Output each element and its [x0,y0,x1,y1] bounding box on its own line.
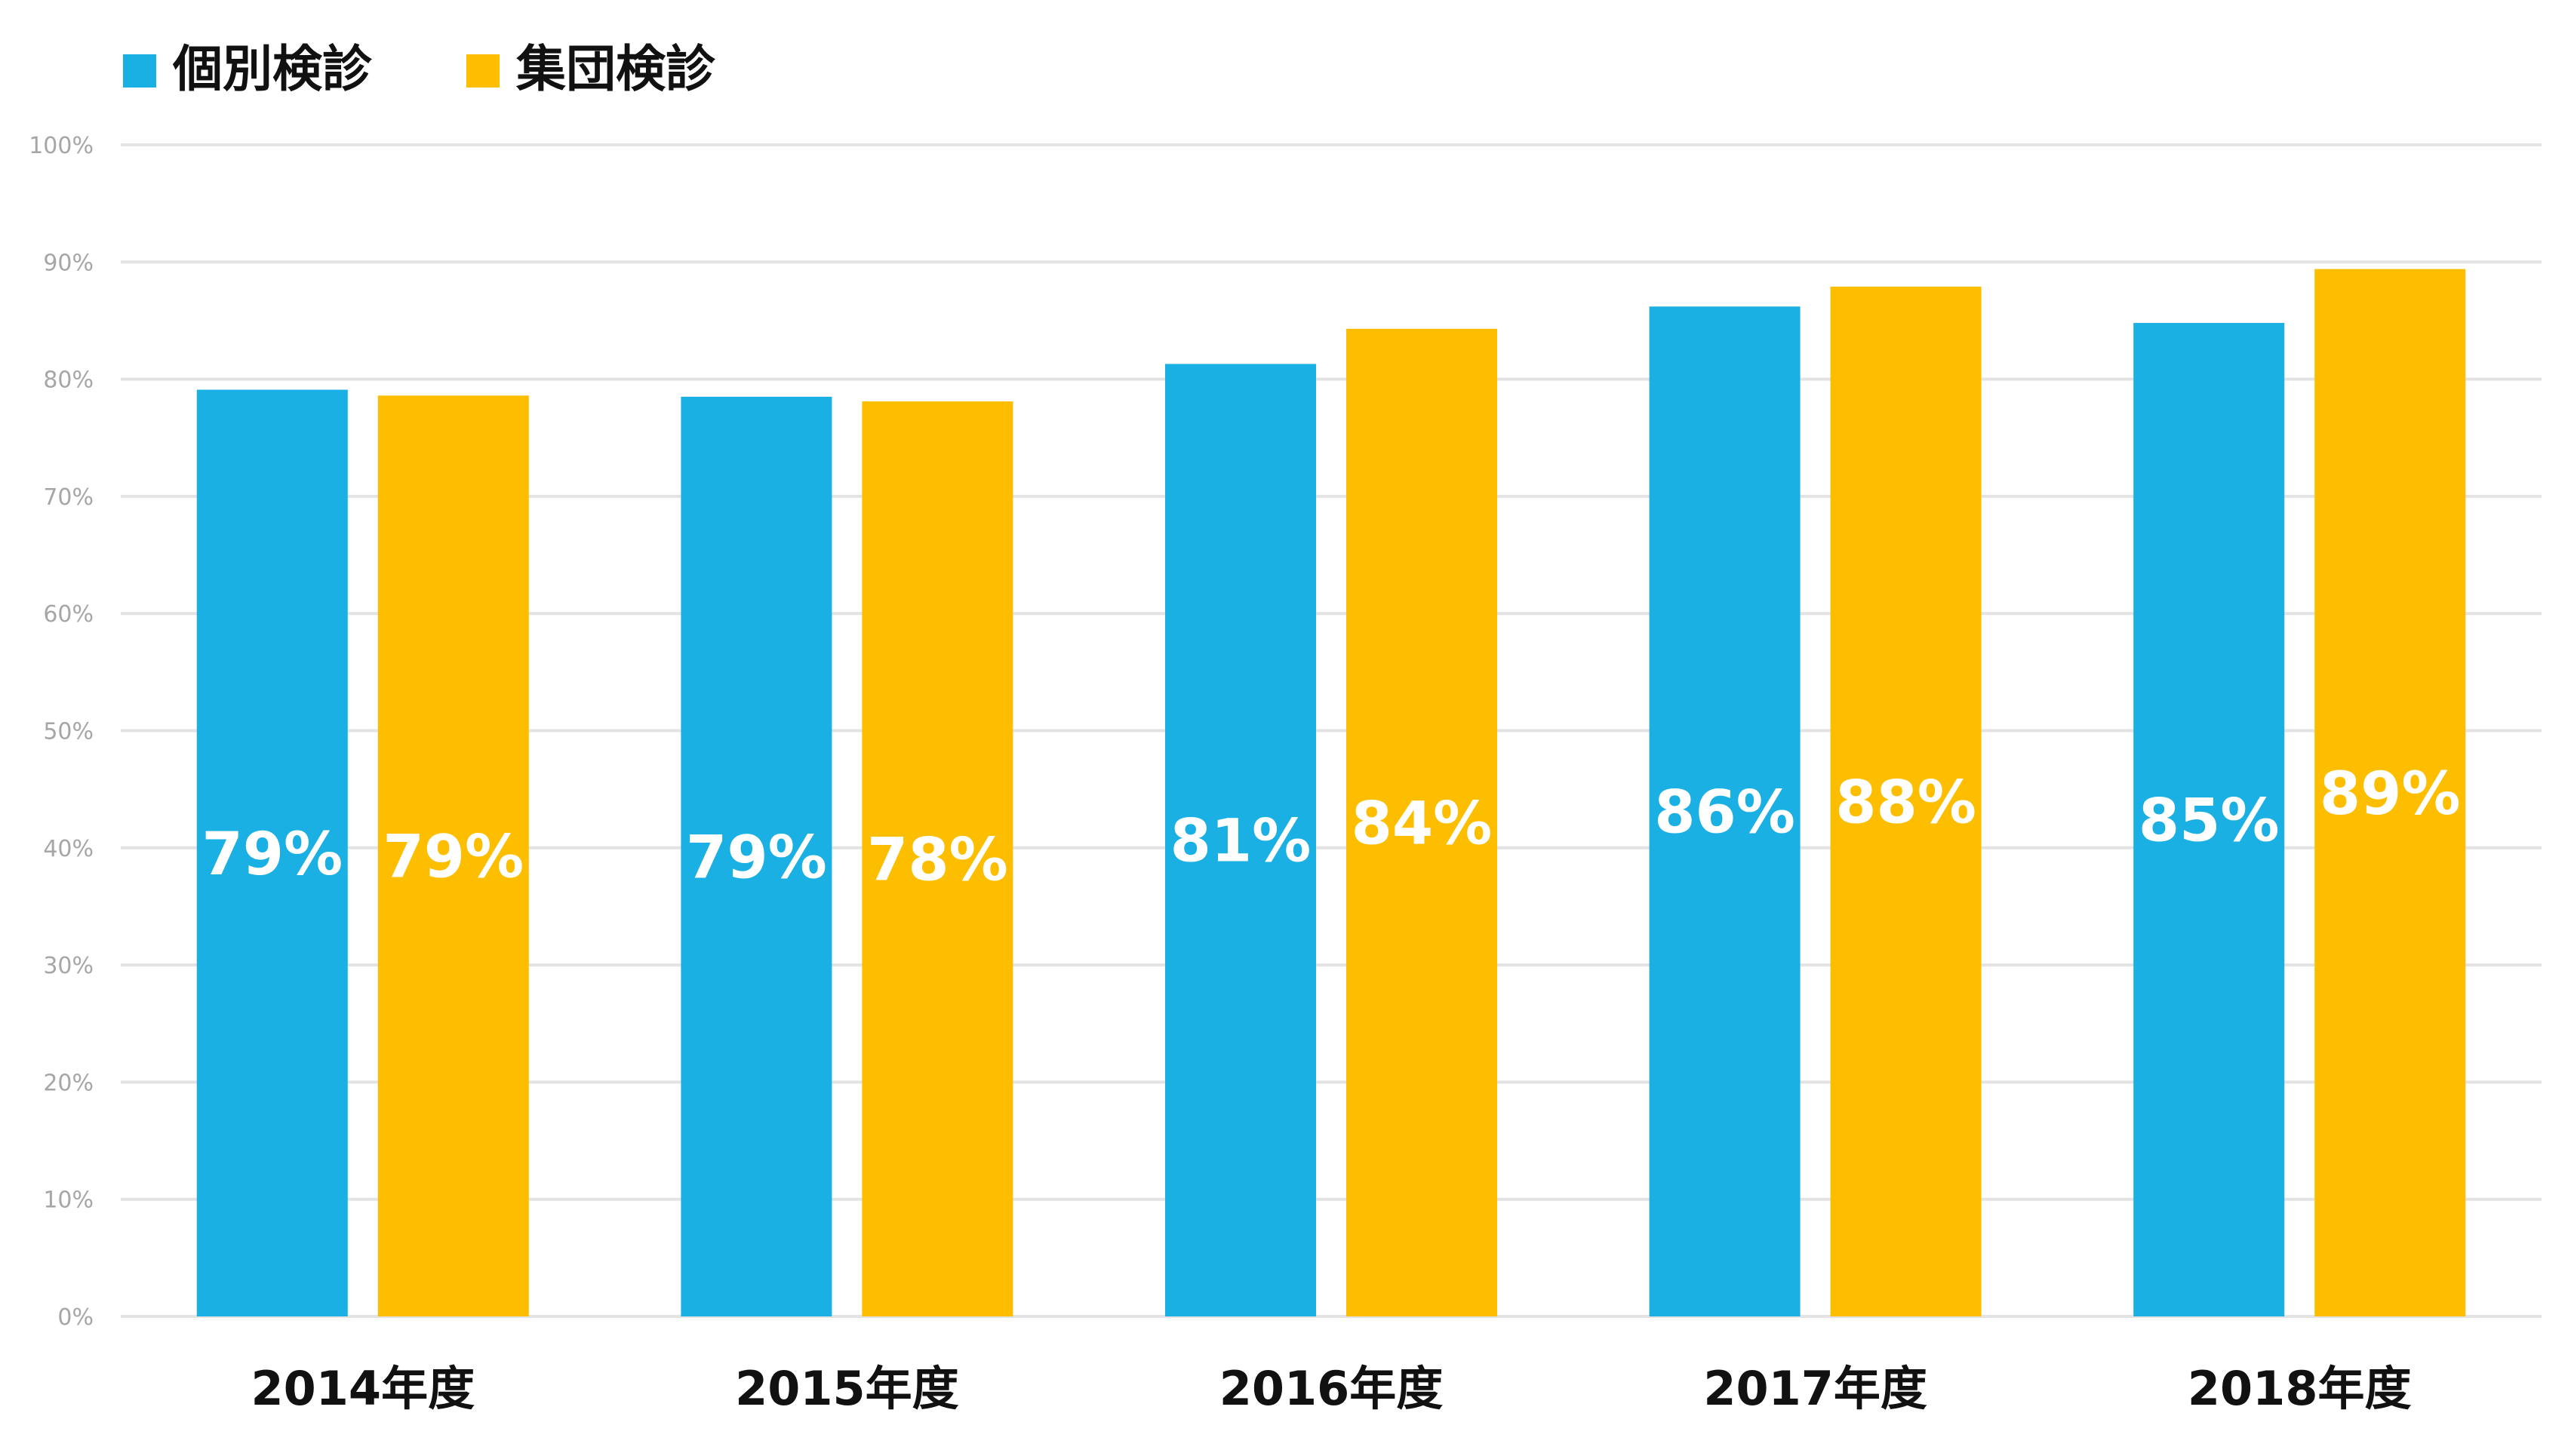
y-tick-label: 40% [43,836,94,862]
data-label: 89% [2320,760,2461,828]
y-tick-label: 100% [29,133,94,159]
data-label: 78% [867,827,1008,895]
data-label: 86% [1654,779,1795,847]
bar [196,389,348,1316]
y-tick-label: 70% [43,484,94,511]
bar [1346,328,1497,1316]
data-label: 85% [2139,788,2280,855]
x-axis-ticks: 2014年度 2015年度 2016年度 2017年度 2018年度 [251,1361,2412,1416]
x-tick-label: 2014年度 [251,1361,475,1416]
bars [196,269,2466,1317]
legend: 個別検診 集団検診 [123,40,716,98]
data-label: 88% [1835,769,1976,837]
bar [1649,306,1801,1317]
data-label: 79% [201,821,343,889]
x-tick-label: 2018年度 [2188,1361,2412,1416]
y-tick-label: 80% [43,367,94,394]
bar [1830,286,1982,1317]
bar [681,396,832,1316]
y-tick-label: 50% [43,719,94,745]
y-tick-label: 90% [43,250,94,276]
y-tick-label: 20% [43,1070,94,1096]
y-tick-label: 30% [43,953,94,979]
y-tick-label: 10% [43,1187,94,1214]
y-tick-label: 60% [43,601,94,628]
y-axis-ticks: 0% 10% 20% 30% 40% 50% 60% 70% 80% 90% 100% [29,133,94,1331]
bar [377,395,529,1316]
data-label: 81% [1170,808,1312,876]
x-tick-label: 2015年度 [735,1361,959,1416]
data-label: 79% [383,824,524,892]
bar [862,401,1013,1317]
legend-label: 集団検診 [515,40,716,98]
legend-label: 個別検診 [172,40,373,98]
legend-swatch [466,54,500,88]
data-label: 84% [1352,790,1493,858]
bar [1165,364,1316,1316]
y-tick-label: 0% [57,1304,94,1331]
legend-swatch [123,54,156,88]
x-tick-label: 2017年度 [1703,1361,1927,1416]
data-labels: 79% 79% 79% 78% 81% 84% 86% 88% 85% 89% [201,760,2460,895]
x-tick-label: 2016年度 [1219,1361,1444,1416]
data-label: 79% [686,824,827,892]
bar [2314,269,2466,1316]
bar [2133,323,2285,1316]
